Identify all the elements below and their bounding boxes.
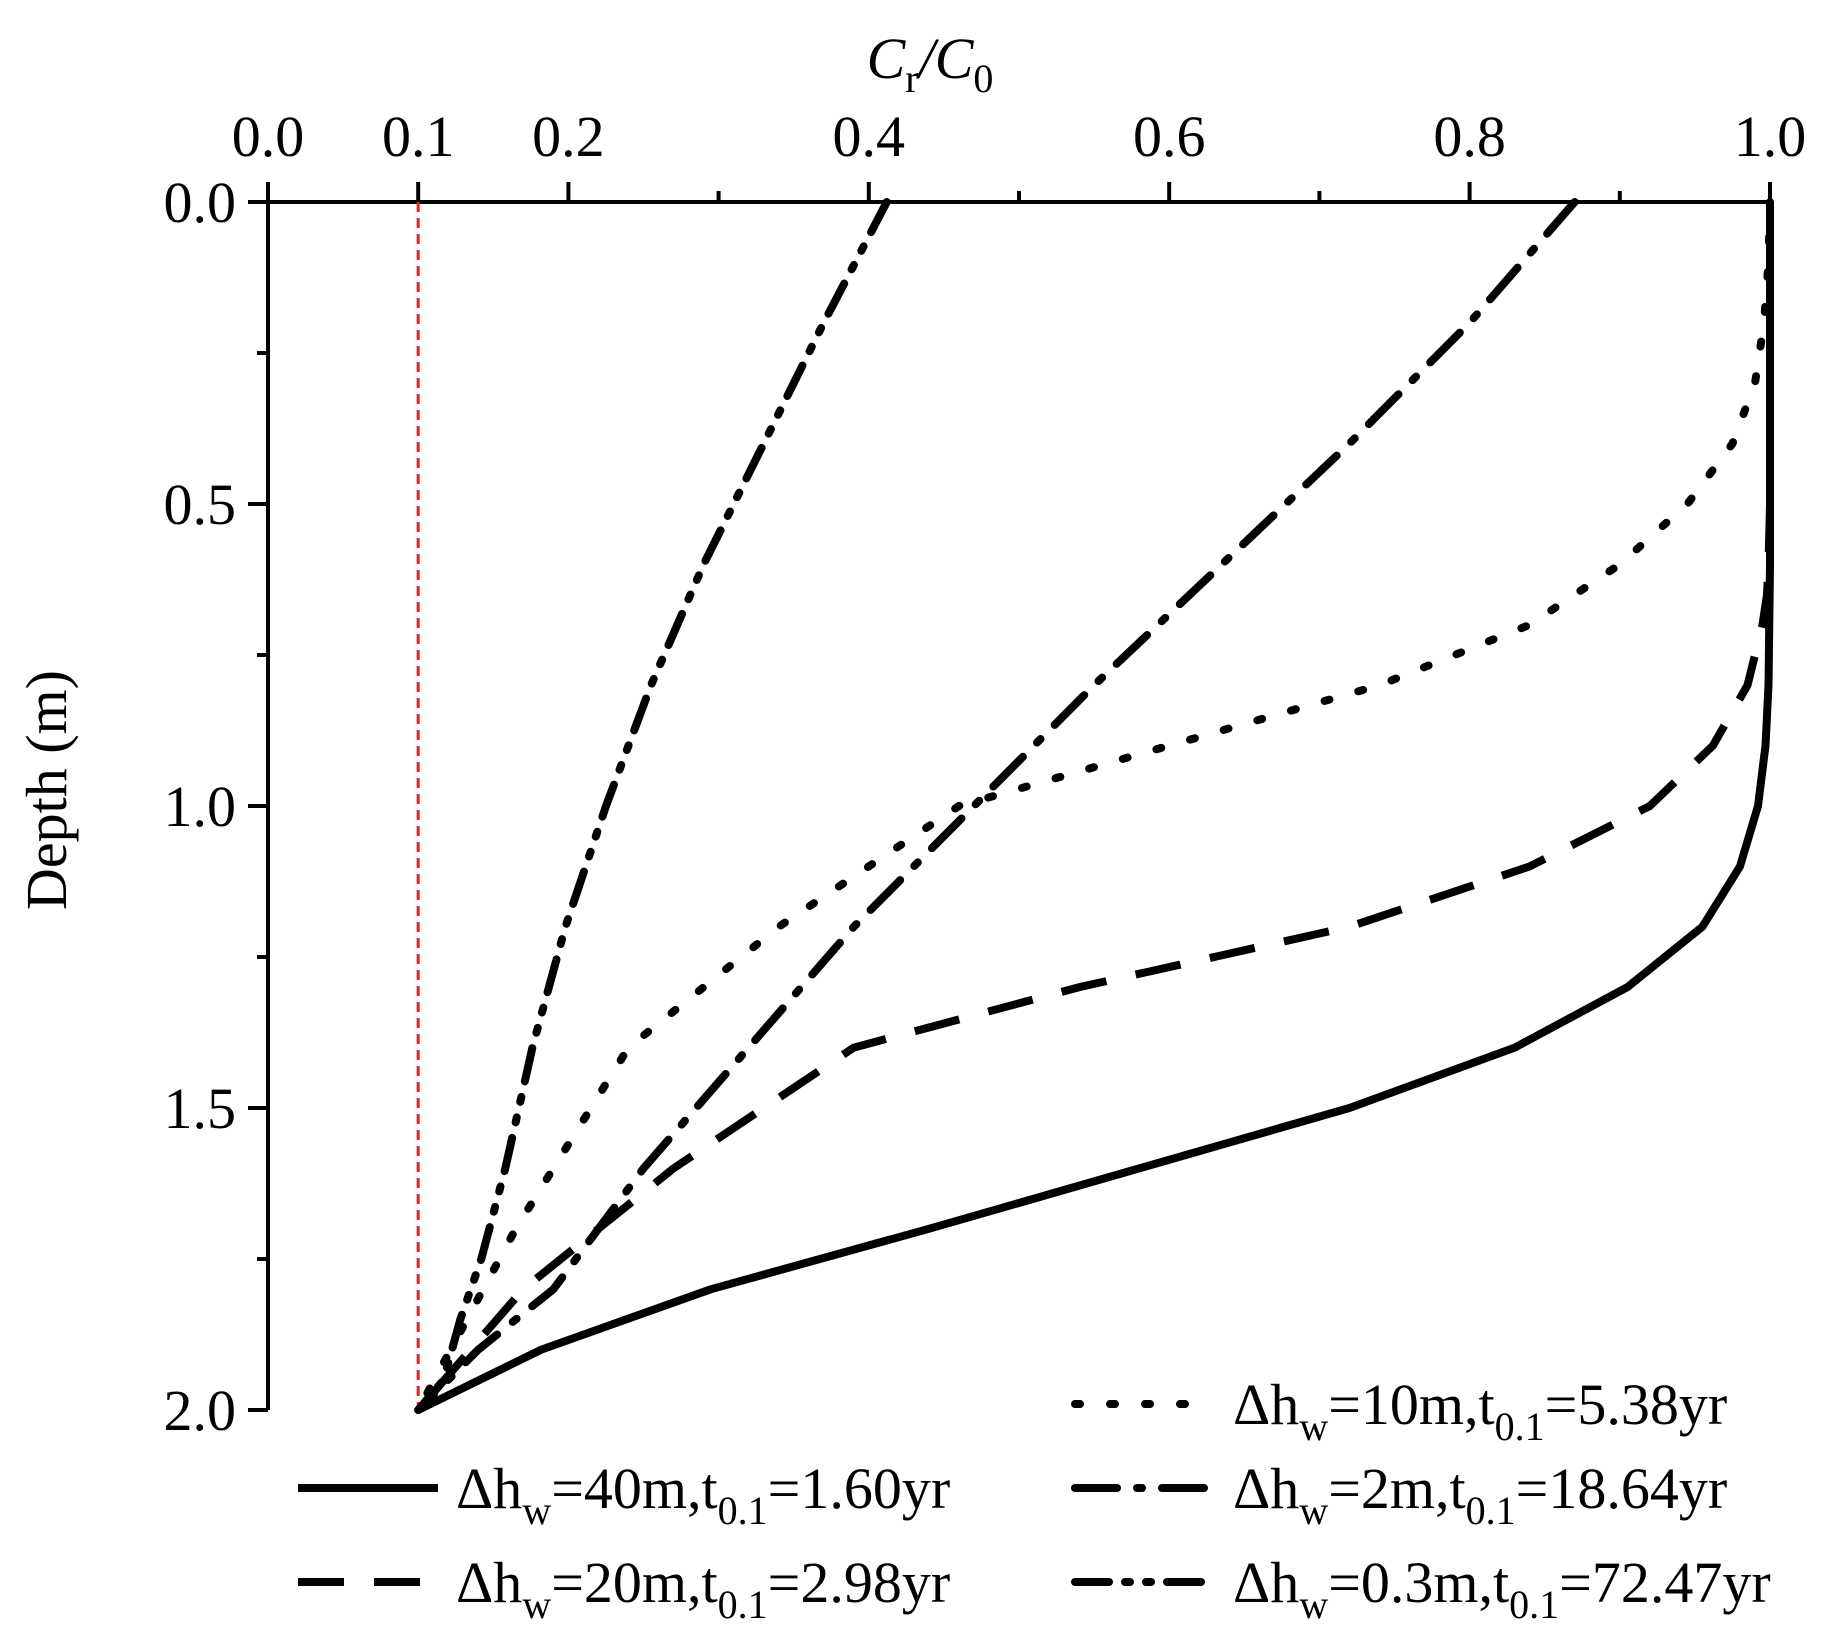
- legend-label-2: Δhw=20m,t0.1=2.98yr: [456, 1550, 950, 1627]
- x-tick-label: 1.0: [1734, 104, 1807, 169]
- x-tick-label: 0.4: [833, 104, 906, 169]
- legend-label-3: Δhw=10m,t0.1=5.38yr: [1233, 1372, 1727, 1449]
- series-group: [414, 198, 1774, 1414]
- y-tick-label: 1.5: [164, 1076, 237, 1141]
- series-line-4: [414, 198, 1579, 1414]
- y-tick-label: 1.0: [164, 774, 237, 839]
- x-tick-label: 0.8: [1433, 104, 1506, 169]
- series-line-5: [414, 198, 891, 1414]
- x-tick-label: 0.6: [1133, 104, 1206, 169]
- series-line-2: [415, 202, 1774, 1413]
- axes: 0.0 0.1 0.2 0.4 0.6 0.8 1.0 0.0 0.5 1.0 1.5 2.0: [164, 104, 1807, 1443]
- x-tick-label: 0.1: [382, 104, 455, 169]
- legend-label-4: Δhw=2m,t0.1=18.64yr: [1233, 1456, 1727, 1533]
- x-axis-title: Cr/C0: [867, 26, 994, 101]
- y-axis-title: Depth (m): [14, 670, 79, 910]
- y-tick-label: 0.0: [164, 170, 237, 235]
- legend: Δhw=40m,t0.1=1.60yr Δhw=20m,t0.1=2.98yr Δh…: [298, 1372, 1771, 1627]
- y-tick-label: 0.5: [164, 472, 237, 537]
- x-tick-label: 0.0: [232, 104, 305, 169]
- legend-label-1: Δhw=40m,t0.1=1.60yr: [456, 1456, 950, 1533]
- x-tick-label: 0.2: [532, 104, 605, 169]
- y-tick-label: 2.0: [164, 1378, 237, 1443]
- legend-label-5: Δhw=0.3m,t0.1=72.47yr: [1233, 1550, 1771, 1627]
- series-line-3: [414, 198, 1774, 1414]
